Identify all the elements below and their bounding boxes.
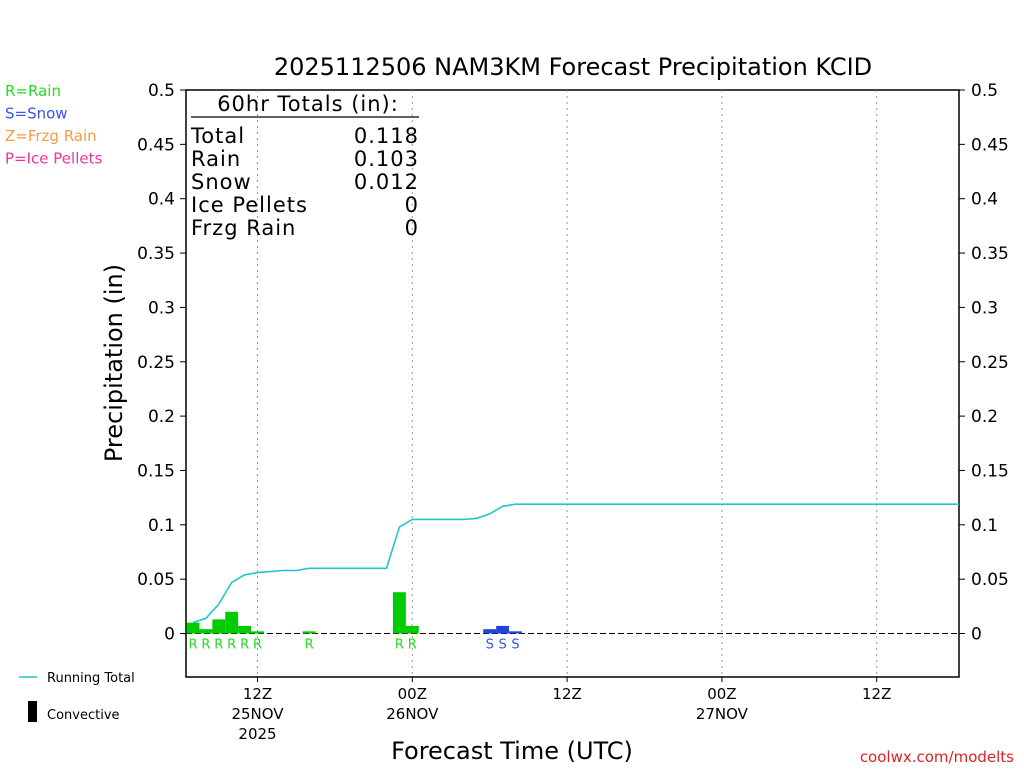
y-tick-label-left: 0.4 [148,190,175,210]
y-tick-label-left: 0.45 [137,135,175,155]
precip-bar [199,629,213,634]
y-tick-label-left: 0.05 [137,570,175,590]
y-tick-label-right: 0.5 [971,81,998,101]
totals-row-label: Frzg Rain [191,216,296,240]
legend-convective-swatch [28,701,37,722]
y-tick-label-right: 0.4 [971,190,998,210]
precip-type-label: R [395,638,404,653]
precip-bar [225,611,239,634]
x-tick-label-date: 27NOV [696,705,749,723]
precip-type-label: S [486,638,494,653]
precip-type-label: R [305,638,314,653]
precip-bar [405,625,419,634]
precip-type-label: R [408,638,417,653]
precip-type-label: R [240,638,249,653]
y-tick-label-right: 0.15 [971,461,1009,481]
precip-type-label: R [253,638,262,653]
precip-type-label: S [498,638,506,653]
legend-running-total-label: Running Total [47,671,135,686]
y-tick-label-left: 0.3 [148,298,175,318]
totals-heading: 60hr Totals (in): [217,92,399,116]
x-tick-label-date: 26NOV [386,705,439,723]
totals-row-value: 0 [405,193,419,217]
y-tick-label-right: 0.05 [971,570,1009,590]
x-tick-label-time: 12Z [552,685,581,703]
x-axis-label: Forecast Time (UTC) [391,737,633,765]
precip-bar [496,625,510,634]
precip-bar [392,592,406,634]
x-tick-label-date: 25NOV [231,705,284,723]
ptype-legend-item: S=Snow [5,105,68,123]
y-tick-label-right: 0.25 [971,353,1009,373]
y-tick-label-left: 0.35 [137,244,175,264]
ptype-legend-item: P=Ice Pellets [5,150,102,168]
y-tick-label-right: 0.3 [971,298,998,318]
totals-row-label: Total [190,124,245,148]
precip-bar [509,631,522,634]
y-tick-label-left: 0.25 [137,353,175,373]
x-tick-label-time: 00Z [707,685,736,703]
running-total-line [192,503,959,624]
x-tick-label-time: 12Z [862,685,891,703]
precip-bar [251,631,264,634]
y-tick-label-right: 0.35 [971,244,1009,264]
totals-row-value: 0.103 [354,147,419,171]
totals-row-value: 0.118 [354,124,419,148]
precip-type-label: R [214,638,223,653]
precip-bar [186,622,200,634]
precip-type-label: R [201,638,210,653]
x-tick-label-time: 00Z [398,685,427,703]
precip-type-label: R [188,638,197,653]
y-tick-label-right: 0.45 [971,135,1009,155]
y-tick-label-right: 0.2 [971,407,998,427]
ptype-legend-item: Z=Frzg Rain [5,127,97,145]
y-tick-label-left: 0.1 [148,516,175,536]
y-tick-label-left: 0.5 [148,81,175,101]
y-axis-label: Precipitation (in) [100,264,128,462]
watermark: coolwx.com/modelts [860,748,1014,766]
totals-row-value: 0.012 [354,170,419,194]
x-tick-label-time: 12Z [243,685,272,703]
totals-row-label: Rain [191,147,241,171]
ptype-legend-item: R=Rain [5,82,61,100]
precip-bar [212,619,226,634]
y-tick-label-right: 0 [971,625,982,645]
precip-bar [483,629,497,634]
plot-frame [185,89,960,678]
chart-title: 2025112506 NAM3KM Forecast Precipitation… [274,53,872,81]
y-tick-label-right: 0.1 [971,516,998,536]
precip-bar [302,631,316,634]
legend-convective-label: Convective [47,708,120,723]
precip-bar [238,625,252,634]
totals-row-label: Snow [191,170,252,194]
y-tick-label-left: 0.15 [137,461,175,481]
totals-row-label: Ice Pellets [191,193,308,217]
y-tick-label-left: 0 [164,625,175,645]
precip-type-label: R [227,638,236,653]
y-tick-label-left: 0.2 [148,407,175,427]
x-tick-label-year: 2025 [238,725,276,743]
precip-type-label: S [511,638,519,653]
totals-row-value: 0 [405,216,419,240]
